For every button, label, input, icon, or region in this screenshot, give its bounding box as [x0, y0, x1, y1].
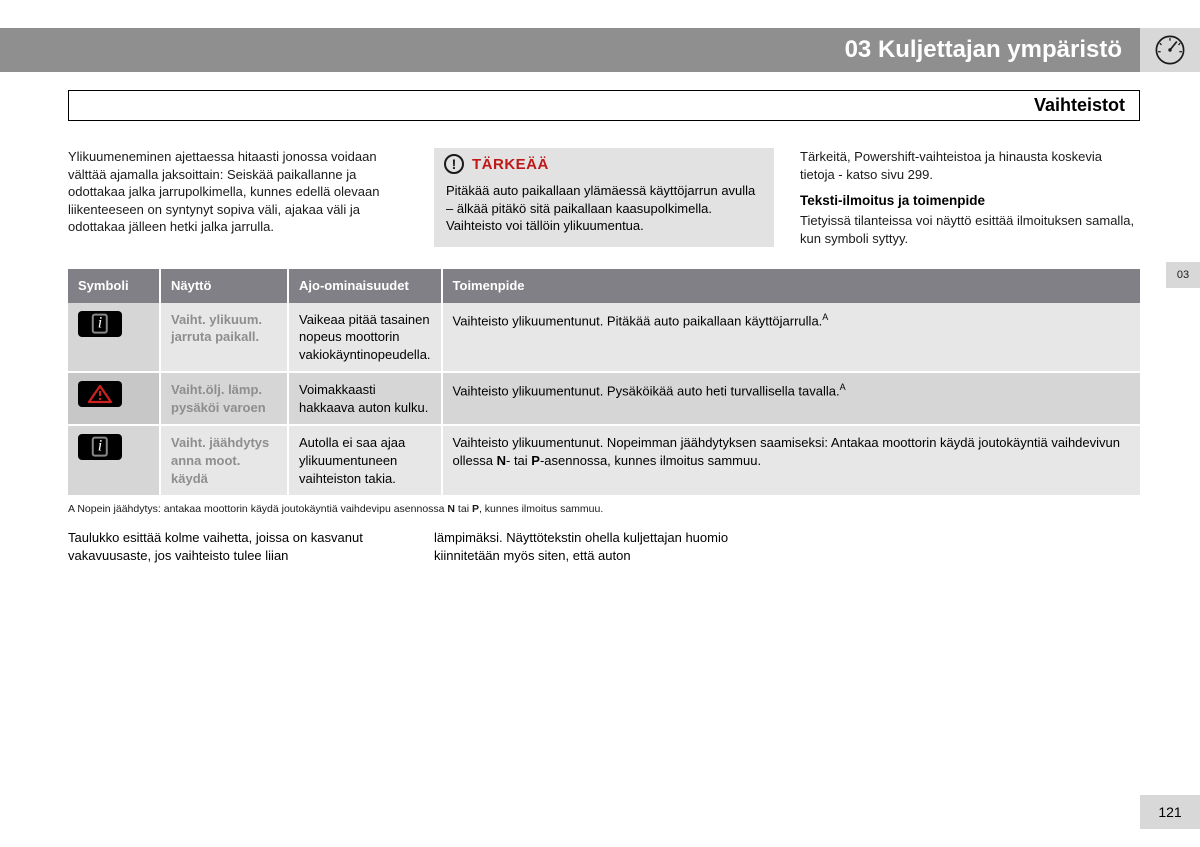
bottom-right-text: lämpimäksi. Näyttötekstin ohella kuljett… [434, 529, 774, 564]
table-row: Vaiht.ölj. lämp. pysäköi varoenVoimakkaa… [68, 372, 1140, 425]
important-body: Pitäkää auto paikallaan ylämäessä käyttö… [434, 178, 774, 247]
chapter-header: 03 Kuljettajan ympäristö [0, 28, 1200, 72]
display-cell: Vaiht.ölj. lämp. pysäköi varoen [160, 372, 288, 425]
warnings-table: Symboli Näyttö Ajo-ominaisuudet Toimenpi… [68, 269, 1140, 497]
symbol-cell [68, 425, 160, 496]
section-title: Vaihteistot [68, 90, 1140, 121]
symbol-cell [68, 303, 160, 373]
important-label: TÄRKEÄÄ [472, 156, 549, 173]
th-display: Näyttö [160, 269, 288, 303]
side-chapter-tab: 03 [1166, 262, 1200, 288]
chapter-title: 03 Kuljettajan ympäristö [0, 28, 1140, 72]
action-cell: Vaihteisto ylikuumentunut. Pysäköikää au… [442, 372, 1140, 425]
properties-cell: Autolla ei saa ajaa ylikuumentuneen vaih… [288, 425, 442, 496]
action-cell: Vaihteisto ylikuumentunut. Nopeimman jää… [442, 425, 1140, 496]
display-cell: Vaiht. jäähdytys anna moot. käydä [160, 425, 288, 496]
info-icon [78, 311, 122, 337]
right-subtitle: Teksti-ilmoitus ja toimenpide [800, 193, 1140, 208]
action-cell: Vaihteisto ylikuumentunut. Pitäkää auto … [442, 303, 1140, 373]
warning-triangle-icon [78, 381, 122, 407]
th-action: Toimenpide [442, 269, 1140, 303]
display-cell: Vaiht. ylikuum. jarruta paikall. [160, 303, 288, 373]
intro-paragraph: Ylikuumeneminen ajettaessa hitaasti jono… [68, 148, 408, 236]
page-number: 121 [1140, 795, 1200, 829]
th-symbol: Symboli [68, 269, 160, 303]
table-row: Vaiht. ylikuum. jarruta paikall.Vaikeaa … [68, 303, 1140, 373]
right-para-1: Tärkeitä, Powershift-vaihteistoa ja hina… [800, 148, 1140, 183]
bottom-left-text: Taulukko esittää kolme vaihetta, joissa … [68, 529, 408, 564]
important-icon: ! [444, 154, 464, 174]
properties-cell: Voimakkaasti hakkaava auton kulku. [288, 372, 442, 425]
right-para-2: Tietyissä tilanteissa voi näyttö esittää… [800, 212, 1140, 247]
important-box: ! TÄRKEÄÄ Pitäkää auto paikallaan ylämäe… [434, 148, 774, 247]
symbol-cell [68, 372, 160, 425]
info-icon [78, 434, 122, 460]
gauge-icon [1140, 28, 1200, 72]
properties-cell: Vaikeaa pitää tasainen nopeus moottorin … [288, 303, 442, 373]
th-properties: Ajo-ominaisuudet [288, 269, 442, 303]
content-area: Ylikuumeneminen ajettaessa hitaasti jono… [68, 148, 1140, 564]
table-footnote: A Nopein jäähdytys: antakaa moottorin kä… [68, 503, 1140, 515]
table-row: Vaiht. jäähdytys anna moot. käydäAutolla… [68, 425, 1140, 496]
